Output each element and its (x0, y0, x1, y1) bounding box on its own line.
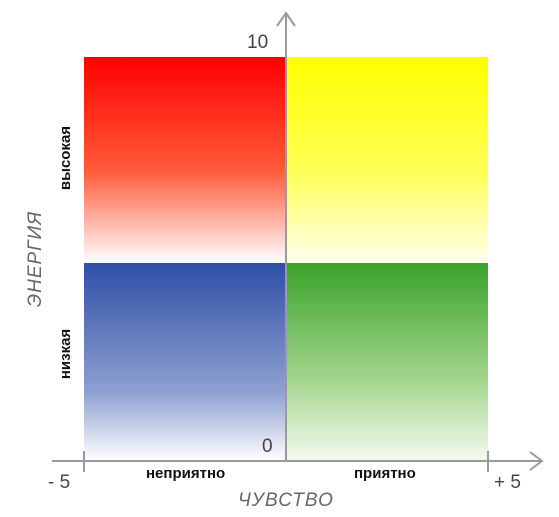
x-min-label: - 5 (48, 472, 71, 493)
x-right-label: приятно (354, 465, 416, 482)
x-max-label: + 5 (494, 472, 521, 493)
y-axis-arrow (276, 11, 296, 27)
y-axis-title: ЭНЕРГИЯ (25, 210, 46, 308)
quadrant-high-unpleasant (84, 57, 286, 263)
y-low-label: низкая (57, 328, 74, 380)
y-high-label: высокая (57, 125, 74, 191)
y-min-label: 0 (262, 436, 273, 457)
x-axis-title: ЧУВСТВО (238, 490, 334, 511)
y-max-label: 10 (247, 32, 269, 53)
quadrant-low-unpleasant (84, 263, 286, 461)
x-left-label: неприятно (146, 465, 226, 482)
quadrant-high-pleasant (286, 57, 488, 263)
quadrant-low-pleasant (286, 263, 488, 461)
x-axis-arrow (529, 451, 544, 471)
